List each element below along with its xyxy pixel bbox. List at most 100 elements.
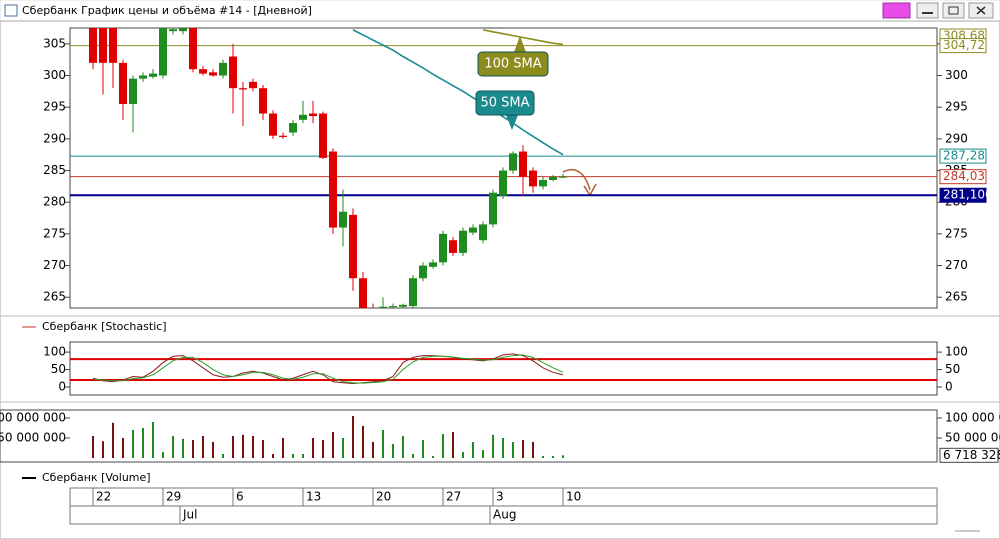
candle-body [489, 192, 497, 225]
volume-bar [252, 436, 254, 458]
plot-area [92, 416, 564, 458]
window-title: Сбербанк График цены и объёма #14 - [Дне… [22, 4, 312, 17]
candle-body [409, 278, 417, 307]
candle-body [289, 123, 297, 133]
y-tick-label: 270 [43, 258, 66, 272]
y-tick-label: 100 000 000 [945, 411, 1000, 425]
candle-body [149, 73, 157, 77]
candle-body [309, 113, 317, 117]
volume-bar [502, 438, 504, 458]
volume-bar [182, 438, 184, 458]
y-tick-label: 275 [43, 226, 66, 240]
candle-body [239, 88, 247, 90]
volume-bar [312, 438, 314, 458]
volume-bar [232, 436, 234, 458]
volume-bar [282, 438, 284, 458]
minimize-button[interactable] [916, 2, 939, 19]
candle-body [419, 265, 427, 279]
callout-box [475, 90, 535, 116]
volume-bar [562, 455, 564, 458]
callout-box [477, 51, 549, 77]
legend-text: Сбербанк [Stochastic] [42, 320, 167, 333]
price-label: 287,28 [943, 149, 985, 163]
callout-text: 50 SMA [480, 96, 529, 111]
y-tick-label: 100 000 000 [0, 411, 66, 425]
candle-body [529, 170, 537, 187]
candle-body [189, 28, 197, 70]
candle-body [429, 262, 437, 267]
volume-bar [102, 441, 104, 458]
candle-body [169, 29, 177, 32]
candle-body [379, 306, 387, 308]
x-tick-label: 13 [306, 490, 321, 504]
candle-body [179, 28, 187, 32]
y-tick-label: 295 [43, 100, 66, 114]
volume-bar [132, 430, 134, 458]
volume-bar [532, 442, 534, 458]
volume-bar [522, 440, 524, 458]
candle-body [509, 153, 517, 171]
volume-label-box [939, 447, 999, 463]
callout-text: 100 SMA [484, 57, 541, 72]
candle-body [209, 72, 217, 76]
candle-body [439, 233, 447, 263]
restore-button[interactable] [942, 2, 965, 19]
volume-bar [542, 456, 544, 458]
candle-body [299, 114, 307, 120]
candle-body [259, 88, 267, 114]
candle-body [459, 230, 467, 253]
candle-body [389, 306, 397, 308]
volume-bar [202, 436, 204, 458]
link-button[interactable] [882, 2, 911, 19]
callout-pointer [514, 36, 526, 52]
volume-bar [462, 452, 464, 458]
close-icon [976, 6, 986, 15]
window-frame [0, 20, 1000, 539]
volume-bar [212, 442, 214, 458]
y-tick-label: 300 [945, 68, 968, 82]
volume-bar [492, 434, 494, 458]
candle-body [229, 56, 237, 89]
volume-bar [372, 442, 374, 458]
volume-bar [342, 438, 344, 458]
price-label: 284,03 [943, 169, 985, 183]
callout-pointer [506, 115, 518, 130]
x-tick-label: 10 [566, 490, 581, 504]
candle-body [549, 176, 557, 181]
candle-body [559, 176, 567, 178]
candle-body [99, 28, 107, 63]
volume-bar [552, 456, 554, 458]
y-tick-label: 305 [43, 36, 66, 50]
volume-bar [112, 422, 114, 458]
volume-bar [302, 454, 304, 458]
candle-body [519, 151, 527, 177]
y-tick-label: 290 [43, 131, 66, 145]
month-label: Aug [493, 508, 516, 522]
volume-bar [362, 426, 364, 458]
month-label: Jul [182, 508, 197, 522]
restore-icon [948, 6, 959, 15]
plot-area [70, 353, 937, 384]
price-label-box [939, 169, 987, 185]
price-label-box [939, 148, 987, 164]
candle-body [279, 135, 287, 137]
candle-body [539, 180, 547, 187]
x-tick-label: 29 [166, 490, 181, 504]
volume-bar [412, 454, 414, 458]
volume-bar [352, 416, 354, 458]
volume-bar [192, 440, 194, 458]
price-label-box [939, 38, 987, 54]
volume-bar [142, 428, 144, 458]
candle-body [159, 28, 167, 76]
price-label: 304,72 [943, 38, 985, 52]
volume-bar [392, 444, 394, 458]
y-tick-label: 265 [43, 290, 66, 304]
y-tick-label: 100 [43, 345, 66, 359]
candle-body [339, 211, 347, 228]
y-tick-label: 300 [43, 68, 66, 82]
candle-body [129, 78, 137, 105]
y-tick-label: 280 [43, 195, 66, 209]
